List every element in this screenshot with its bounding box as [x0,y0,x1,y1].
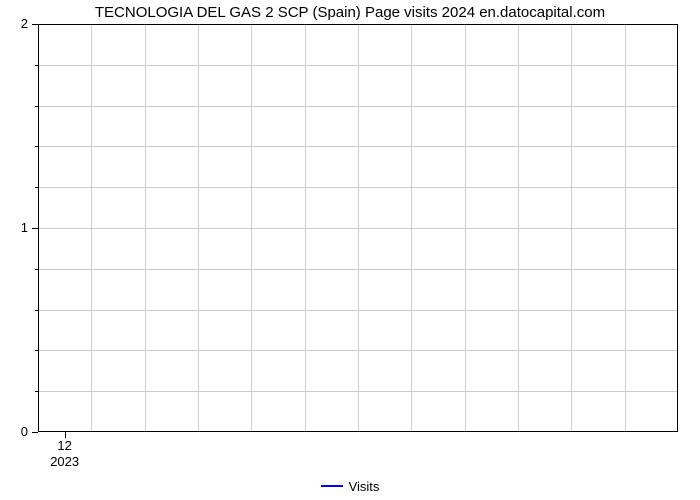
gridline-vertical [251,24,252,432]
gridline-vertical [145,24,146,432]
y-tick-label: 2 [8,16,28,31]
chart-title: TECNOLOGIA DEL GAS 2 SCP (Spain) Page vi… [0,4,700,21]
y-tick-major [32,24,38,25]
y-tick-minor [35,269,38,270]
y-tick-label: 1 [8,220,28,235]
legend-item-visits: Visits [321,479,380,494]
x-tick-label: 12 [57,438,71,453]
x-secondary-label: 2023 [50,454,79,469]
y-tick-minor [35,310,38,311]
legend: Visits [0,474,700,494]
y-tick-minor [35,350,38,351]
gridline-vertical [411,24,412,432]
legend-swatch [321,485,343,487]
plot-area [38,24,678,432]
gridline-vertical [625,24,626,432]
y-tick-minor [35,187,38,188]
y-tick-major [32,432,38,433]
y-tick-label: 0 [8,424,28,439]
gridline-vertical [465,24,466,432]
y-tick-minor [35,391,38,392]
y-tick-minor [35,146,38,147]
gridline-vertical [518,24,519,432]
y-tick-major [32,228,38,229]
gridline-vertical [305,24,306,432]
legend-label: Visits [349,479,380,494]
gridline-vertical [571,24,572,432]
gridline-vertical [198,24,199,432]
gridline-vertical [358,24,359,432]
gridline-vertical [91,24,92,432]
y-tick-minor [35,65,38,66]
y-tick-minor [35,106,38,107]
